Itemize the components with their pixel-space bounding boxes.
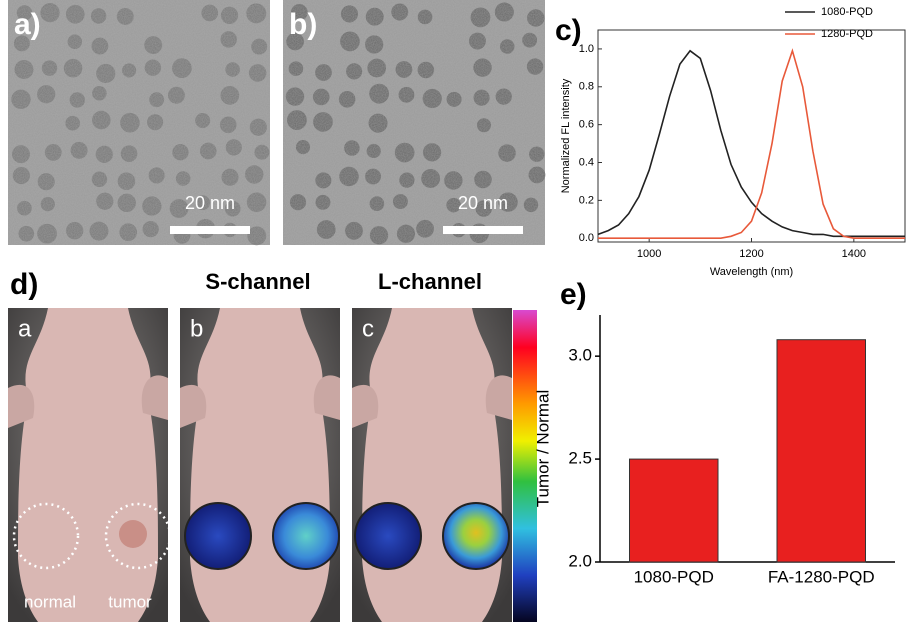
mouse-photo-c: c <box>352 308 512 622</box>
panel-label: c) <box>555 14 582 47</box>
y-tick-label: 3.0 <box>568 346 592 365</box>
y-tick-label: 2.0 <box>568 551 592 570</box>
y-tick-label: 0.6 <box>579 119 594 131</box>
panel-label: b) <box>289 8 317 41</box>
y-tick-label: 0.8 <box>579 81 594 93</box>
bar <box>630 459 719 562</box>
y-axis-label: Tumor / Normal <box>533 390 552 507</box>
x-tick-label: FA-1280-PQD <box>768 567 875 586</box>
region-label: normal <box>24 592 76 611</box>
scale-bar-label: 20 nm <box>185 193 235 213</box>
region-label: tumor <box>108 592 152 611</box>
y-tick-label: 0.2 <box>579 194 594 206</box>
x-tick-label: 1200 <box>739 248 763 260</box>
bar <box>777 340 866 562</box>
y-tick-label: 0.4 <box>579 156 594 168</box>
mouse-photo-a: a normal tumor <box>8 308 170 622</box>
y-tick-label: 2.5 <box>568 449 592 468</box>
y-axis-label: Normalized FL intensity <box>560 78 572 193</box>
channel-title: L-channel <box>378 269 482 294</box>
panel-label: a) <box>14 8 41 41</box>
panel-label: d) <box>10 268 38 301</box>
photo-label: c <box>362 315 374 342</box>
x-tick-label: 1400 <box>842 248 866 260</box>
x-axis-label: Wavelength (nm) <box>710 266 793 278</box>
legend-label: 1280-PQD <box>821 28 873 40</box>
series-line <box>598 51 905 237</box>
y-tick-label: 1.0 <box>579 43 594 55</box>
tem-image-b: 20 nm b) <box>283 0 545 245</box>
photo-label: b <box>190 315 203 342</box>
photo-label: a <box>18 315 32 342</box>
x-tick-label: 1080-PQD <box>634 567 714 586</box>
channel-title: S-channel <box>205 269 310 294</box>
legend-label: 1080-PQD <box>821 6 873 18</box>
figure: 20 nm a) 20 nm b) c) d) S-channel L-chan… <box>0 0 907 628</box>
tem-image-a: 20 nm a) <box>8 0 270 245</box>
mouse-photo-b: b <box>180 308 340 622</box>
panel-label: e) <box>560 278 587 311</box>
plot-frame <box>598 30 905 242</box>
x-tick-label: 1000 <box>637 248 661 260</box>
y-tick-label: 0.0 <box>579 232 594 244</box>
series-line <box>598 51 905 238</box>
scale-bar-label: 20 nm <box>458 193 508 213</box>
charts: 0.0 0.2 0.4 0.6 0.8 1.0 1000 1200 1400 Wavelength… <box>533 6 905 587</box>
